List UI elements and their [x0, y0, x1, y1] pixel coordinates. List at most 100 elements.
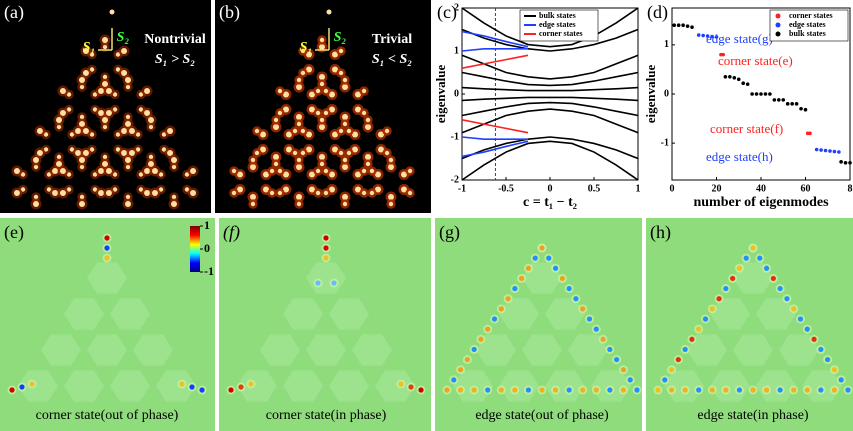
dot: [594, 327, 599, 332]
dot: [485, 387, 490, 392]
dot: [737, 387, 742, 392]
site: [273, 124, 279, 130]
dot: [669, 367, 674, 372]
dot: [472, 387, 477, 392]
panel-label: (h): [650, 222, 671, 243]
caption: edge state(in phase): [697, 408, 809, 423]
point: [795, 102, 799, 106]
panel-label: (e): [4, 222, 24, 243]
point: [844, 161, 848, 165]
site: [362, 89, 366, 93]
site: [293, 129, 297, 133]
site: [79, 77, 85, 83]
site: [320, 118, 324, 122]
site: [347, 151, 351, 155]
site: [385, 151, 389, 155]
site: [144, 190, 150, 196]
site: [60, 190, 66, 196]
point: [833, 150, 837, 154]
point: [808, 132, 812, 136]
panel-label: (g): [439, 222, 460, 243]
dot: [444, 387, 449, 392]
site: [121, 48, 127, 54]
site: [385, 129, 389, 133]
y-tick-label: -2: [451, 174, 459, 185]
y-tick-label: -1: [451, 131, 459, 142]
legend-swatch: [776, 23, 781, 28]
dot: [621, 367, 626, 372]
dot: [533, 256, 538, 261]
site: [297, 78, 301, 82]
dot: [505, 296, 510, 301]
site: [370, 169, 374, 173]
figure: S₁S₂(a)NontrivialS₁ > S₂S₁S₂(b)TrivialS₁…: [0, 0, 853, 431]
dot: [607, 347, 612, 352]
legend-label: corner states: [789, 11, 833, 20]
dot: [676, 357, 681, 362]
dot: [730, 276, 735, 281]
site: [255, 151, 259, 155]
dot: [560, 276, 565, 281]
point: [737, 77, 741, 81]
point: [686, 24, 690, 28]
point: [697, 33, 701, 37]
dot: [634, 387, 639, 392]
dot: [9, 387, 14, 392]
legend-swatch: [776, 32, 781, 37]
x-tick-label: 8: [848, 183, 853, 194]
site: [342, 114, 348, 120]
dot: [478, 337, 483, 342]
site: [343, 158, 347, 162]
site: [125, 157, 131, 163]
site: [320, 162, 324, 166]
dot: [539, 245, 544, 250]
site: [33, 157, 39, 163]
dot: [778, 286, 783, 291]
legend-swatch: [776, 14, 781, 19]
site: [60, 88, 66, 94]
site: [316, 111, 320, 115]
dot: [553, 387, 558, 392]
dot: [621, 387, 626, 392]
panel-label: (f): [223, 222, 240, 243]
site: [251, 158, 255, 162]
site: [171, 157, 177, 163]
site-label: S₂: [117, 30, 130, 45]
site: [388, 164, 394, 170]
dot: [669, 387, 674, 392]
y-tick-label: 1: [664, 39, 669, 50]
x-axis-label: number of eigenmodes: [693, 195, 829, 210]
dot: [825, 357, 830, 362]
dot: [323, 255, 328, 260]
site: [152, 168, 158, 174]
site: [316, 89, 320, 93]
dot: [628, 377, 633, 382]
site: [343, 122, 347, 126]
dot: [750, 245, 755, 250]
site: [144, 88, 150, 94]
dot: [499, 387, 504, 392]
site: [365, 154, 371, 160]
site: [83, 128, 89, 134]
site: [75, 128, 81, 134]
annotation: corner state(e): [718, 53, 793, 68]
y-tick-label: -1: [661, 137, 669, 148]
site: [270, 191, 274, 195]
dot: [764, 266, 769, 271]
site: [339, 129, 343, 133]
site: [106, 168, 112, 174]
x-tick-label: 1: [636, 183, 641, 194]
dot: [519, 276, 524, 281]
x-tick-label: 0: [670, 183, 675, 194]
dot: [539, 387, 544, 392]
site: [121, 128, 127, 134]
dot: [805, 327, 810, 332]
dot: [614, 357, 619, 362]
dot: [315, 280, 320, 285]
point: [848, 161, 852, 165]
site: [270, 169, 274, 173]
dot: [683, 347, 688, 352]
site: [365, 124, 371, 130]
dot: [398, 381, 403, 386]
site: [79, 157, 85, 163]
